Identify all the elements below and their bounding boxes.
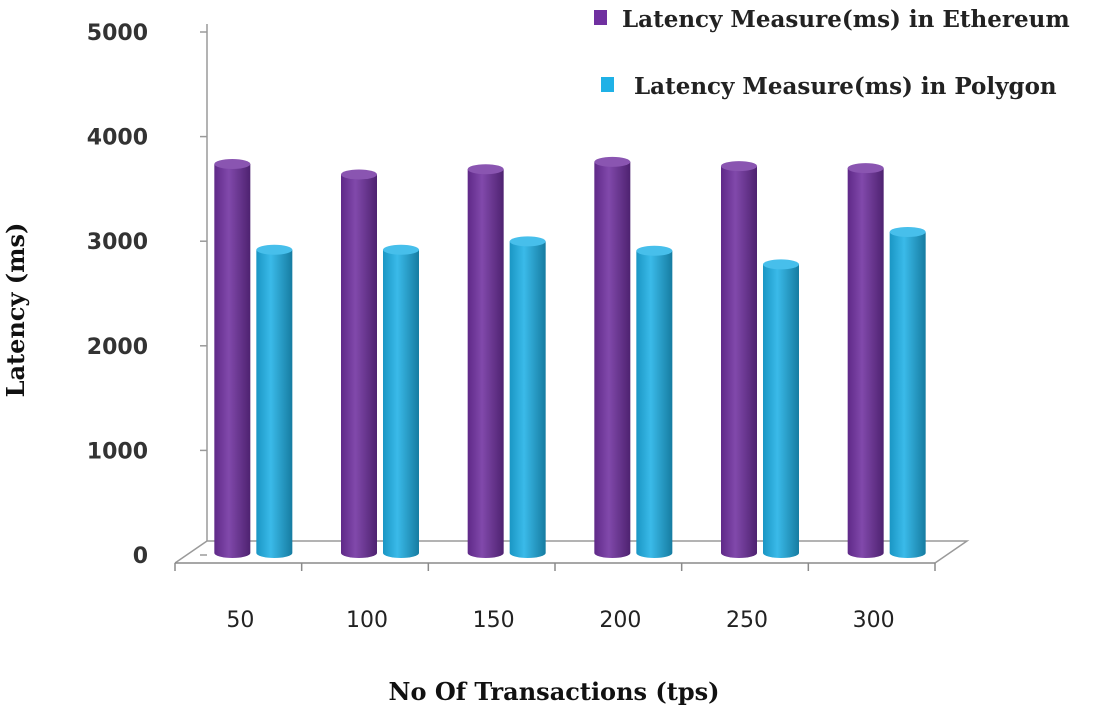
bars-group	[214, 156, 926, 559]
bar-top	[214, 158, 251, 169]
x-tick-label: 50	[226, 608, 254, 633]
x-tick-label: 150	[473, 608, 515, 633]
bar-body	[467, 169, 504, 558]
y-axis-ticks: 0 1000 2000 3000 4000 5000	[87, 21, 207, 569]
bar-body	[214, 163, 251, 559]
y-tick-label: 0	[133, 544, 148, 569]
bar-body	[889, 231, 926, 558]
bar-ethereum	[467, 164, 504, 558]
legend-swatch	[601, 77, 614, 92]
bar-top	[467, 164, 504, 175]
bar-ethereum	[847, 163, 884, 558]
bar-body	[594, 161, 631, 558]
legend: Latency Measure(ms) in Ethereum Latency M…	[594, 6, 1070, 100]
bar-ethereum	[214, 158, 251, 559]
x-tick-label: 200	[599, 608, 641, 633]
bar-top	[763, 259, 799, 270]
bar-top	[847, 163, 884, 174]
bar-body	[721, 166, 757, 558]
legend-label: Latency Measure(ms) in Ethereum	[622, 6, 1070, 33]
bar-top	[341, 169, 377, 180]
x-tick-label: 100	[346, 608, 388, 633]
bar-top	[509, 236, 546, 247]
floor-outline	[174, 540, 970, 564]
bar-body	[509, 241, 546, 558]
x-axis-ticks: 50 100 150 200 250 300	[174, 563, 936, 633]
legend-label: Latency Measure(ms) in Polygon	[634, 73, 1057, 100]
y-tick-label: 1000	[87, 439, 148, 464]
bar-polygon	[509, 236, 546, 558]
bar-polygon	[889, 226, 926, 558]
bar-top	[256, 244, 293, 255]
bar-polygon	[636, 245, 673, 558]
bar-top	[383, 244, 419, 255]
bar-top	[636, 245, 673, 256]
bar-body	[847, 168, 884, 558]
bar-top	[721, 161, 757, 172]
y-tick-label: 2000	[87, 335, 148, 360]
bar-ethereum	[341, 169, 377, 558]
y-tick-label: 3000	[87, 230, 148, 255]
bar-top	[889, 226, 926, 237]
x-axis-title: No Of Transactions (tps)	[389, 677, 720, 706]
bar-body	[256, 249, 293, 558]
bar-polygon	[763, 259, 799, 558]
bar-body	[383, 249, 419, 558]
bar-body	[341, 174, 377, 558]
y-axis-title: Latency (ms)	[1, 223, 30, 398]
bar-ethereum	[594, 156, 631, 558]
x-tick-label: 250	[726, 608, 768, 633]
bar-body	[763, 264, 799, 558]
bar-polygon	[383, 244, 419, 558]
y-tick-label: 5000	[87, 21, 148, 46]
bar-ethereum	[721, 161, 757, 558]
y-tick-label: 4000	[87, 126, 148, 151]
bar-top	[594, 156, 631, 167]
legend-swatch	[594, 10, 607, 25]
bar-body	[636, 250, 673, 558]
x-tick-label: 300	[853, 608, 895, 633]
bar-polygon	[256, 244, 293, 558]
